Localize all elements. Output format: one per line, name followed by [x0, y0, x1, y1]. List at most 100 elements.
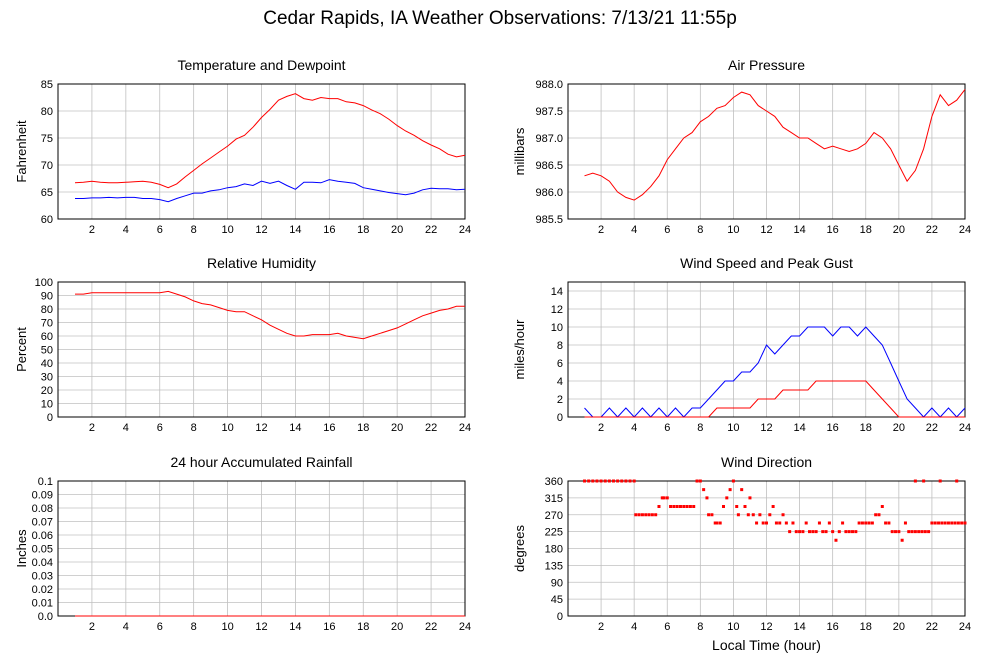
y-tick-label: 65 — [41, 187, 53, 199]
data-point — [771, 505, 775, 508]
data-point — [811, 530, 815, 534]
data-point — [900, 538, 904, 542]
x-tick-label: 24 — [959, 422, 971, 434]
data-point — [647, 513, 651, 517]
data-point — [814, 530, 818, 534]
data-point — [751, 513, 755, 517]
x-tick-label: 8 — [697, 422, 703, 434]
x-tick-label: 24 — [459, 621, 471, 633]
y-tick-label: 0.03 — [32, 571, 53, 583]
y-tick-label: 0.08 — [32, 503, 53, 515]
x-tick-label: 8 — [191, 224, 197, 236]
x-tick-label: 14 — [289, 422, 301, 434]
data-point — [917, 530, 921, 534]
chart-title: Air Pressure — [728, 57, 805, 73]
x-tick-label: 20 — [391, 422, 403, 434]
data-point — [907, 530, 911, 534]
data-point — [685, 505, 689, 508]
x-tick-label: 16 — [827, 621, 839, 633]
y-tick-label: 270 — [545, 510, 563, 522]
x-tick-label: 10 — [727, 621, 739, 633]
data-point — [746, 513, 750, 517]
x-tick-label: 2 — [598, 224, 604, 236]
data-point — [650, 513, 654, 517]
y-tick-label: 0.09 — [32, 490, 53, 502]
x-tick-label: 22 — [926, 422, 938, 434]
y-axis-label: Percent — [14, 327, 29, 372]
x-tick-label: 20 — [893, 422, 905, 434]
data-point — [854, 530, 858, 534]
data-point — [801, 530, 805, 534]
y-tick-label: 0.04 — [32, 557, 53, 569]
y-tick-label: 10 — [551, 322, 563, 334]
x-tick-label: 22 — [425, 621, 437, 633]
x-tick-label: 22 — [425, 422, 437, 434]
x-tick-label: 6 — [664, 422, 670, 434]
data-point — [698, 479, 702, 483]
data-point — [857, 521, 861, 525]
data-point — [669, 505, 673, 508]
x-tick-label: 20 — [391, 224, 403, 236]
y-tick-label: 20 — [41, 385, 53, 397]
x-tick-label: 4 — [123, 621, 129, 633]
x-tick-label: 2 — [598, 422, 604, 434]
data-point — [920, 530, 924, 534]
x-tick-label: 2 — [89, 422, 95, 434]
x-tick-label: 18 — [860, 224, 872, 236]
y-tick-label: 90 — [551, 577, 563, 589]
data-point — [821, 530, 825, 534]
y-tick-label: 40 — [41, 358, 53, 370]
x-tick-label: 14 — [793, 224, 805, 236]
y-tick-label: 986.0 — [535, 187, 563, 199]
data-point — [620, 479, 624, 483]
y-tick-label: 70 — [41, 160, 53, 172]
data-point — [672, 505, 676, 508]
x-tick-label: 22 — [926, 224, 938, 236]
x-tick-label: 4 — [631, 422, 637, 434]
data-point — [933, 521, 937, 525]
data-point — [950, 521, 954, 525]
data-point — [943, 521, 947, 525]
y-tick-label: 0.01 — [32, 598, 53, 610]
data-point — [637, 513, 641, 517]
x-tick-label: 24 — [459, 224, 471, 236]
data-point — [913, 479, 917, 483]
chart-panel: 2 4 6 8 10 12 14 16 18 20 22 24606570758085Temperat… — [14, 57, 471, 236]
y-tick-label: 0.06 — [32, 530, 53, 542]
data-point — [960, 521, 964, 525]
data-point — [778, 521, 782, 525]
data-point — [632, 479, 636, 483]
x-tick-label: 20 — [893, 224, 905, 236]
x-tick-label: 16 — [323, 422, 335, 434]
data-point — [927, 530, 931, 534]
x-tick-label: 2 — [598, 621, 604, 633]
data-point — [817, 521, 821, 525]
x-tick-label: 22 — [425, 224, 437, 236]
data-point — [765, 521, 768, 525]
data-point — [860, 521, 864, 525]
y-tick-label: 2 — [557, 394, 563, 406]
x-tick-label: 4 — [631, 224, 637, 236]
x-tick-label: 6 — [664, 621, 670, 633]
data-point — [761, 521, 765, 525]
data-point — [748, 496, 752, 500]
series-line — [584, 89, 966, 201]
data-point — [660, 496, 664, 500]
data-point — [923, 530, 927, 534]
data-point — [611, 479, 615, 483]
x-tick-label: 14 — [289, 224, 301, 236]
data-point — [702, 488, 706, 492]
data-point — [791, 521, 795, 525]
x-tick-label: 16 — [827, 224, 839, 236]
x-tick-label: 18 — [357, 422, 369, 434]
data-point — [804, 521, 808, 525]
data-point — [644, 513, 648, 517]
data-point — [603, 479, 607, 483]
data-point — [583, 479, 587, 483]
series-line — [75, 179, 466, 203]
data-point — [930, 521, 934, 525]
x-tick-label: 14 — [793, 621, 805, 633]
data-point — [692, 505, 696, 508]
y-tick-label: 80 — [41, 304, 53, 316]
